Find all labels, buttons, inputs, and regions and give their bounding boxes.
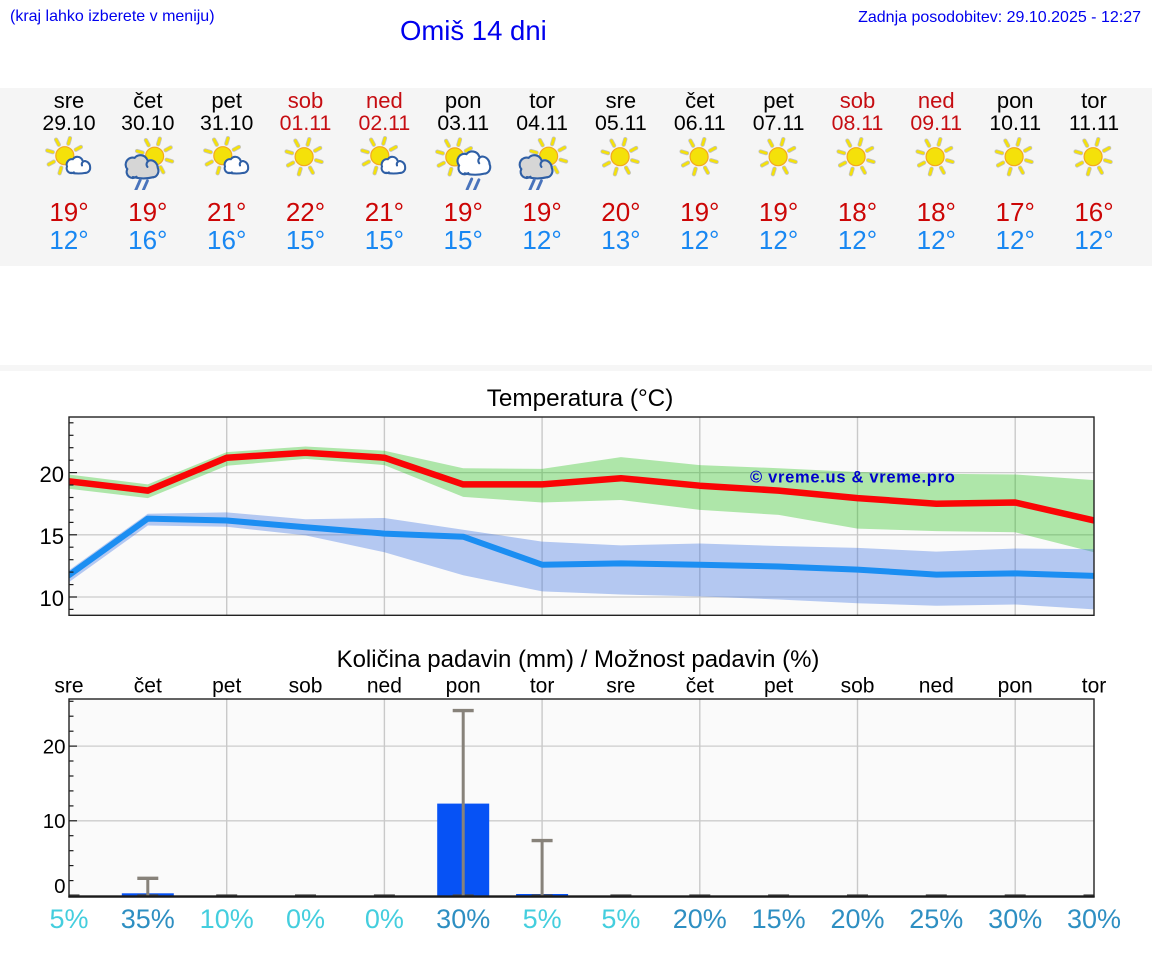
- svg-text:sob: sob: [841, 675, 875, 698]
- svg-text:pet: pet: [764, 675, 793, 698]
- svg-text:sre: sre: [54, 675, 83, 698]
- svg-text:0%: 0%: [365, 904, 404, 934]
- svg-text:sob: sob: [289, 675, 323, 698]
- svg-text:20%: 20%: [673, 904, 727, 934]
- svg-text:sre: sre: [606, 675, 635, 698]
- svg-text:35%: 35%: [121, 904, 175, 934]
- svg-text:ned: ned: [919, 675, 954, 698]
- svg-text:5%: 5%: [523, 904, 562, 934]
- svg-text:20: 20: [40, 462, 64, 487]
- svg-text:pet: pet: [212, 675, 241, 698]
- svg-text:30%: 30%: [1067, 904, 1121, 934]
- svg-text:15%: 15%: [752, 904, 806, 934]
- svg-text:0%: 0%: [286, 904, 325, 934]
- svg-text:5%: 5%: [49, 904, 88, 934]
- svg-text:30%: 30%: [436, 904, 490, 934]
- svg-text:5%: 5%: [601, 904, 640, 934]
- svg-text:čet: čet: [686, 675, 714, 698]
- svg-text:tor: tor: [1082, 675, 1107, 698]
- svg-text:20: 20: [43, 735, 66, 758]
- svg-text:10: 10: [40, 586, 64, 611]
- svg-text:20%: 20%: [830, 904, 884, 934]
- svg-text:25%: 25%: [909, 904, 963, 934]
- svg-text:čet: čet: [134, 675, 162, 698]
- svg-text:15: 15: [40, 524, 64, 549]
- svg-text:tor: tor: [530, 675, 555, 698]
- svg-text:30%: 30%: [988, 904, 1042, 934]
- svg-text:ned: ned: [367, 675, 402, 698]
- svg-text:10%: 10%: [200, 904, 254, 934]
- svg-text:0: 0: [54, 875, 65, 898]
- svg-text:10: 10: [43, 810, 66, 833]
- svg-text:© vreme.us & vreme.pro: © vreme.us & vreme.pro: [750, 469, 955, 487]
- svg-text:pon: pon: [998, 675, 1033, 698]
- svg-text:pon: pon: [446, 675, 481, 698]
